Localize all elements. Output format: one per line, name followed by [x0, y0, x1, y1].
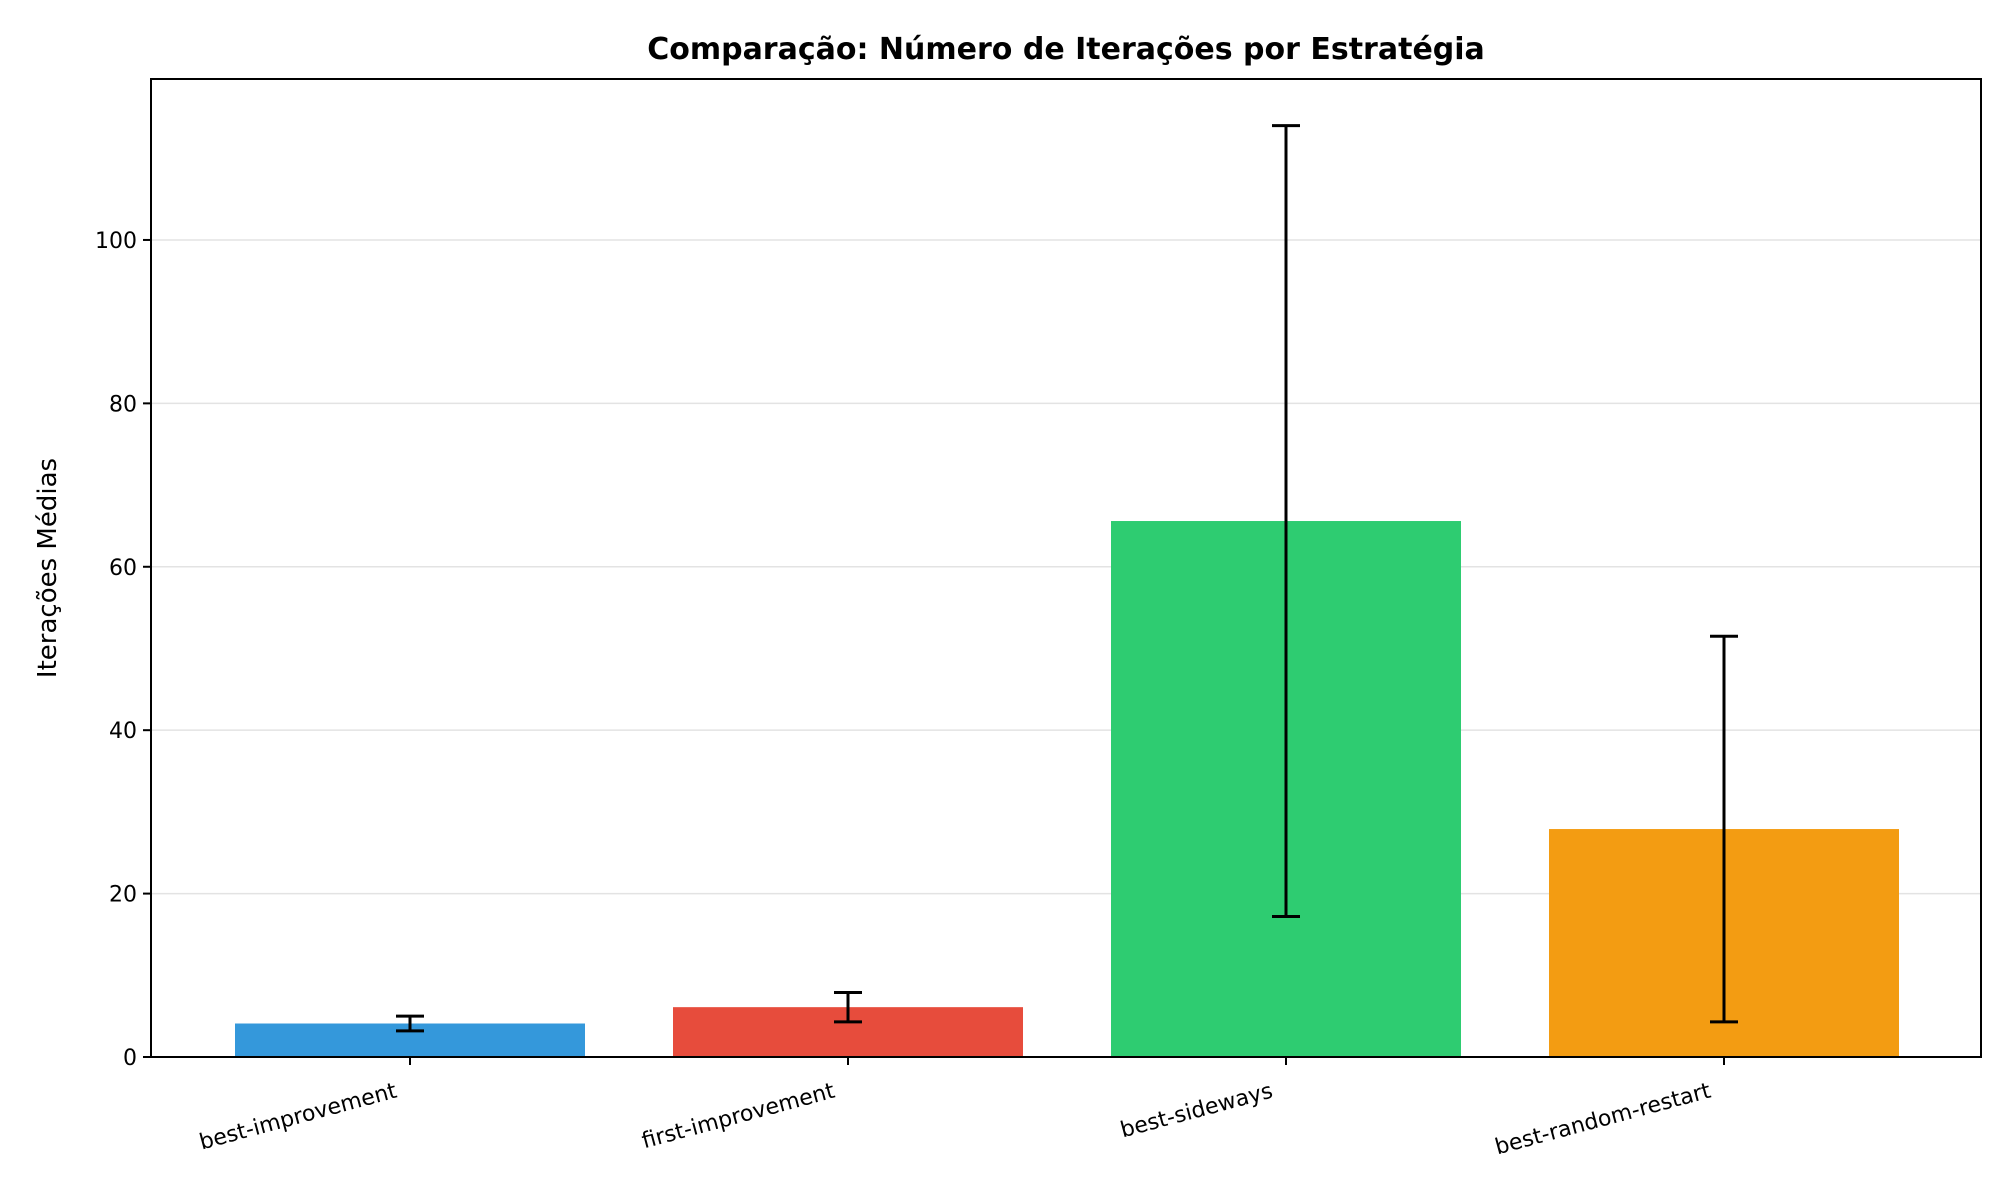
- gridlines: [151, 239, 1981, 895]
- bars: [235, 521, 1899, 1057]
- y-tick-label: 80: [109, 392, 137, 417]
- plot-frame: [150, 78, 1982, 1058]
- y-tick-label: 20: [109, 883, 137, 908]
- y-tick-label: 40: [109, 719, 137, 744]
- y-axis-label: Iterações Médias: [33, 458, 63, 678]
- x-tick-label: best-random-restart: [1493, 1079, 1714, 1161]
- chart-title: Comparação: Número de Iterações por Estr…: [647, 32, 1485, 67]
- x-axis-ticks: best-improvement first-improvement best-si…: [197, 1057, 1725, 1161]
- x-tick-label: first-improvement: [639, 1079, 838, 1155]
- error-bar-first-improvement: [834, 990, 862, 1024]
- y-tick-label: 0: [123, 1046, 137, 1071]
- x-tick-label: best-sideways: [1118, 1079, 1276, 1144]
- y-tick-label: 100: [95, 229, 137, 254]
- error-bars: [396, 124, 1738, 1033]
- y-axis-ticks: 0 20 40 60 80 100: [95, 229, 151, 1071]
- error-bar-best-random-restart: [1710, 634, 1738, 1024]
- error-bar-best-sideways: [1272, 124, 1300, 918]
- error-bar-best-improvement: [396, 1014, 424, 1033]
- y-tick-label: 60: [109, 556, 137, 581]
- x-tick-label: best-improvement: [197, 1079, 400, 1156]
